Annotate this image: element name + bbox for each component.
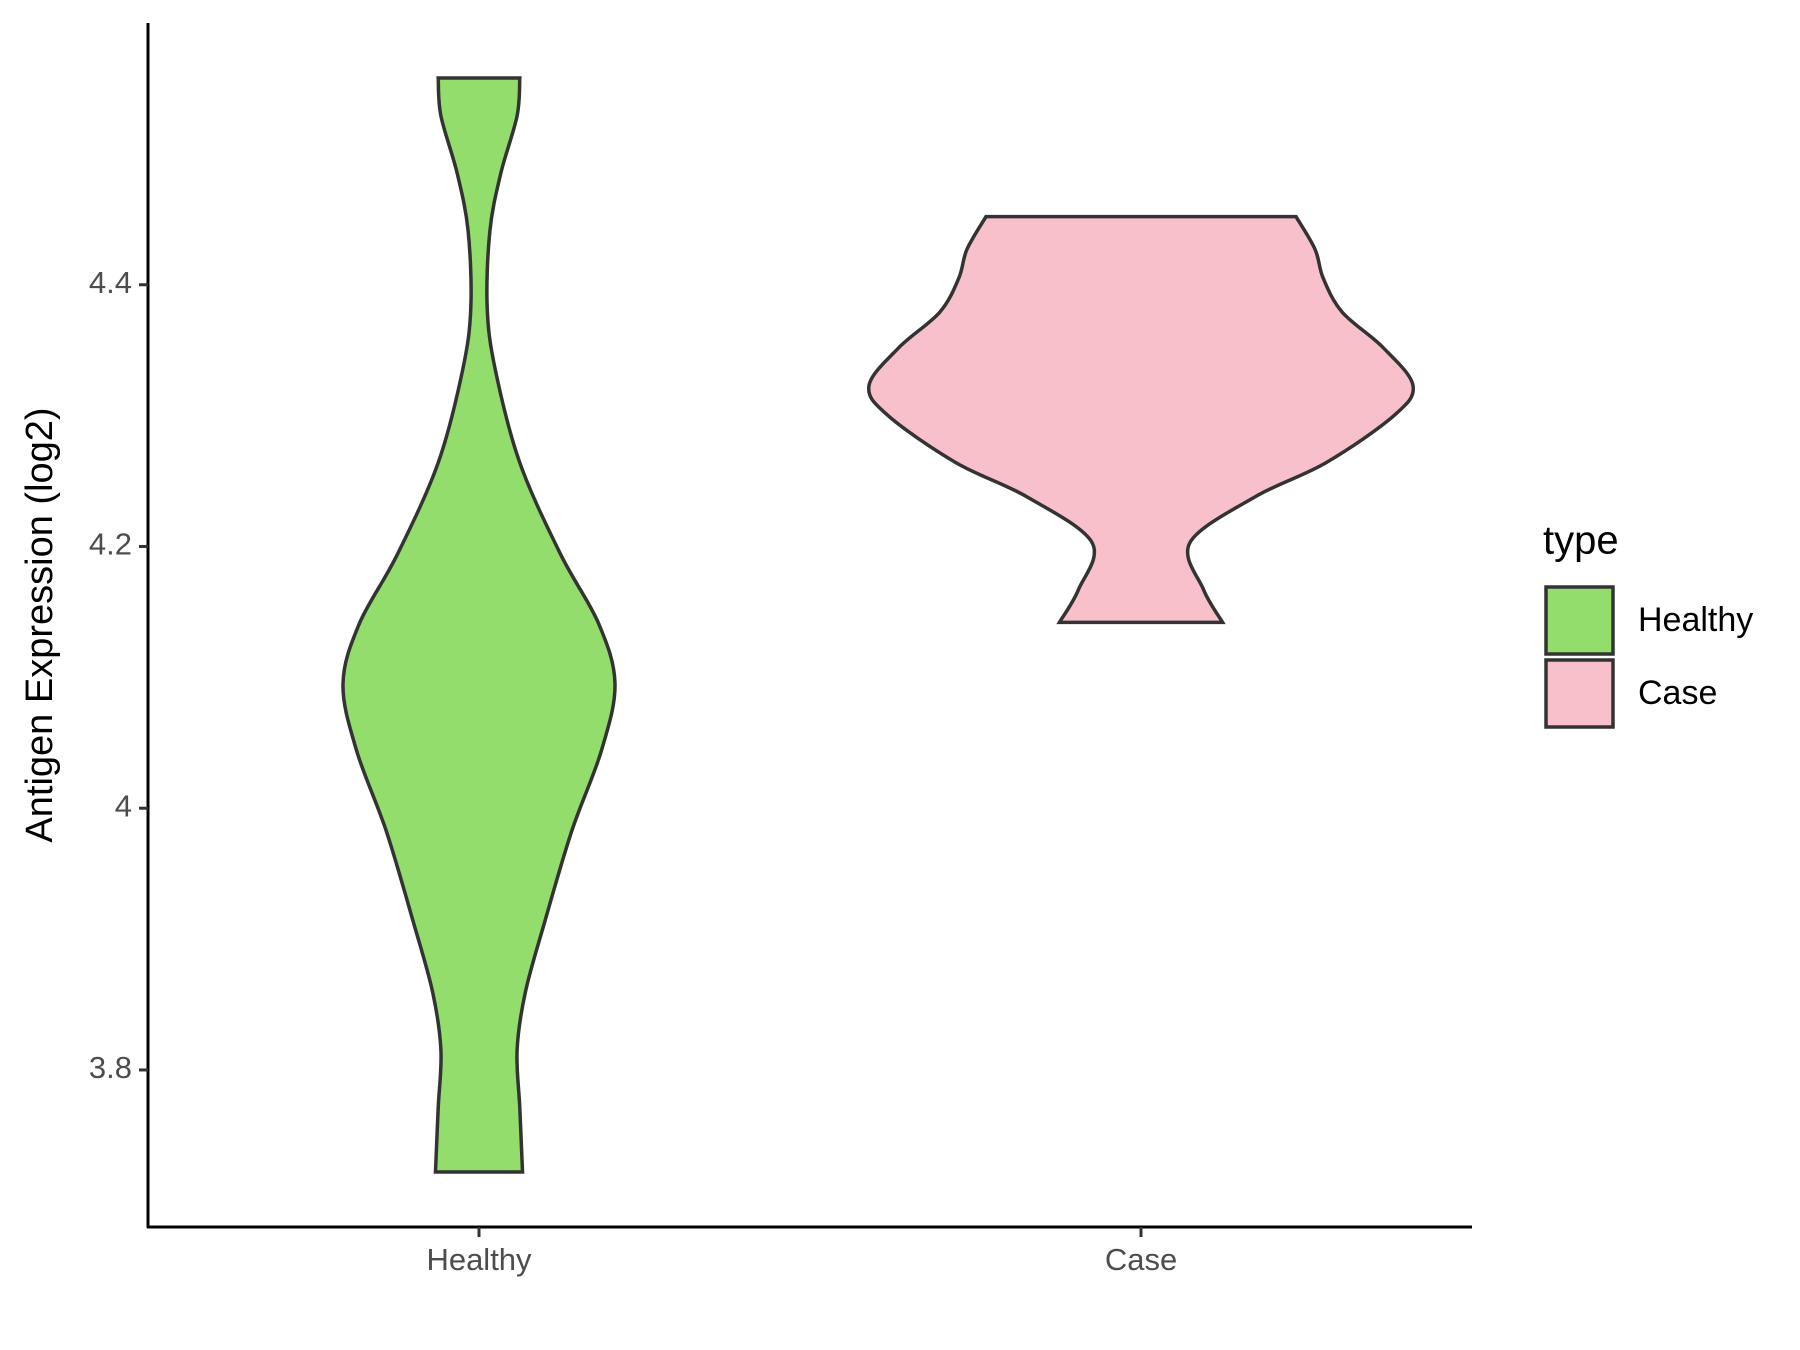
legend-key	[1544, 585, 1615, 656]
x-tick-label: Case	[1105, 1242, 1177, 1277]
x-tick-label: Healthy	[426, 1242, 532, 1277]
y-tick-label: 4.2	[89, 527, 132, 562]
y-tick-label: 3.8	[89, 1050, 132, 1085]
legend-title: type	[1543, 519, 1619, 563]
violin	[866, 214, 1416, 625]
legend-label: Healthy	[1638, 601, 1753, 639]
y-tick-label: 4	[115, 788, 132, 823]
violin	[341, 76, 617, 1174]
y-tick-label: 4.4	[89, 265, 132, 300]
y-axis-title: Antigen Expression (log2)	[19, 407, 61, 842]
legend-key	[1544, 658, 1615, 729]
legend-label: Case	[1638, 674, 1717, 712]
